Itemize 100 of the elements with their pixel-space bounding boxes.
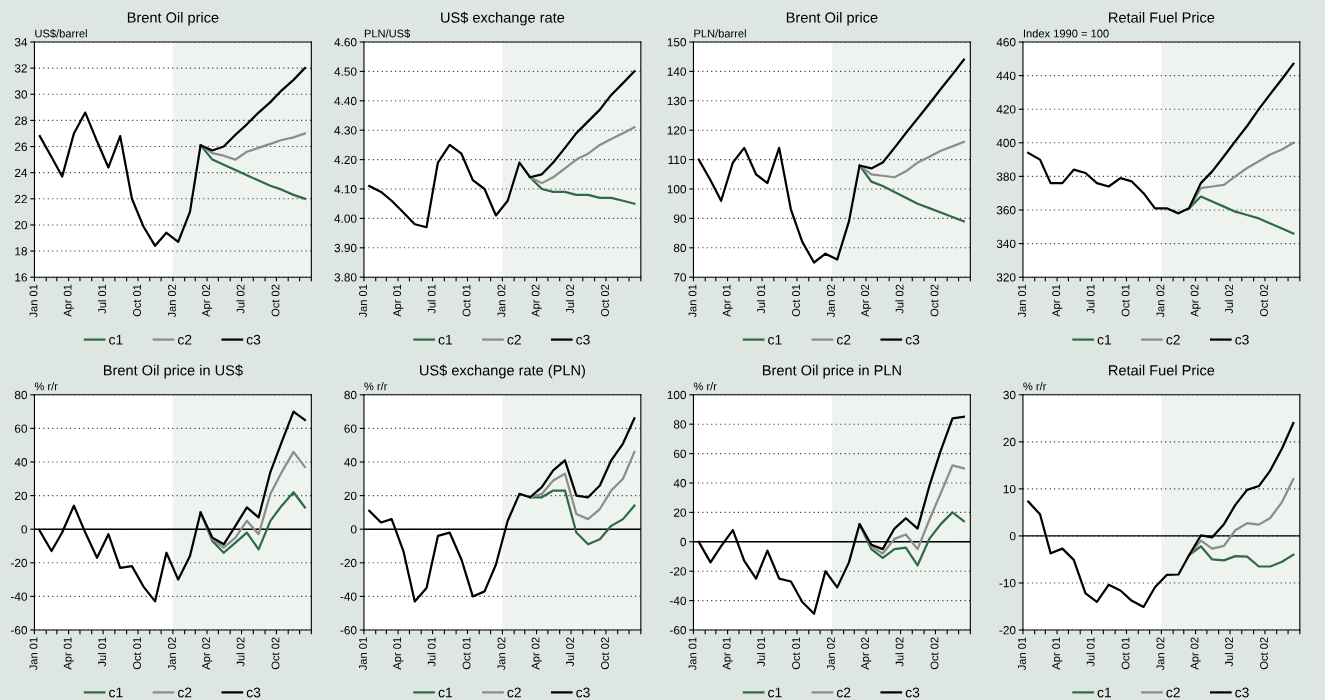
chart-title: Brent Oil price [127, 11, 219, 26]
y-tick-label: 34 [14, 38, 28, 47]
y-tick-label: 320 [996, 273, 1016, 282]
legend-label: c2 [1166, 334, 1180, 345]
y-tick-label: 4.20 [334, 155, 357, 164]
x-tick-label: Oct 02 [601, 284, 609, 317]
x-tick-label: Apr 01 [722, 637, 733, 670]
x-tick-label: Jan 01 [688, 637, 697, 671]
y-tick-label: 4.60 [334, 38, 357, 47]
x-tick-label: Jan 02 [497, 637, 506, 671]
x-tick-label: Apr 02 [861, 284, 872, 317]
y-tick-label: 0 [1009, 531, 1016, 541]
x-tick-label: Oct 02 [271, 637, 280, 670]
x-tick-label: Jul 02 [1224, 637, 1234, 667]
y-tick-label: 30 [14, 90, 28, 99]
x-tick-label: Jul 02 [565, 284, 575, 314]
x-tick-label: Apr 02 [531, 284, 542, 317]
x-tick-label: Jan 01 [29, 284, 38, 318]
y-tick-label: 4.50 [334, 67, 357, 76]
x-tick-label: Jul 02 [895, 284, 904, 314]
x-tick-label: Jul 01 [427, 284, 436, 314]
legend-label: c2 [1166, 687, 1180, 698]
y-tick-label: 460 [996, 38, 1016, 47]
x-tick-label: Oct 02 [601, 637, 609, 670]
x-tick-label: Jul 01 [97, 637, 107, 667]
y-tick-label: -40 [669, 596, 687, 605]
line-series [1027, 62, 1295, 215]
line-series [528, 126, 636, 185]
line-series [368, 417, 636, 603]
y-tick-label: 380 [996, 172, 1016, 181]
x-tick-label: Oct 01 [1121, 284, 1130, 317]
x-tick-label: Jul 02 [1224, 284, 1234, 314]
x-tick-label: Apr 01 [63, 637, 74, 670]
x-tick-label: Jan 01 [1018, 284, 1026, 318]
chart-title: Brent Oil price in PLN [762, 364, 901, 379]
y-tick-label: 26 [14, 142, 27, 151]
y-axis-title: % r/r [693, 382, 717, 391]
legend-label: c3 [246, 334, 261, 345]
y-tick-label: 60 [673, 449, 687, 458]
y-tick-label: 20 [14, 491, 28, 500]
x-tick-label: Jan 02 [1156, 637, 1165, 671]
y-tick-label: 24 [14, 168, 28, 177]
chart-title: Retail Fuel Price [1109, 364, 1215, 376]
legend-label: c3 [576, 687, 590, 698]
legend-label: c3 [905, 687, 920, 698]
y-tick-label: 100 [667, 185, 687, 194]
x-tick-label: Apr 01 [1052, 284, 1063, 317]
line-series [858, 140, 965, 179]
x-tick-label: Oct 01 [133, 284, 141, 317]
line-series [528, 450, 636, 521]
y-tick-label: 30 [1003, 390, 1016, 400]
y-tick-label: 110 [668, 155, 687, 164]
legend-label: c1 [1097, 687, 1112, 698]
legend-label: c2 [836, 334, 851, 345]
y-tick-label: 60 [14, 424, 28, 433]
x-tick-label: Jul 02 [895, 637, 904, 667]
x-tick-label: Oct 02 [930, 284, 939, 317]
x-tick-label: Jul 01 [756, 284, 766, 314]
legend-label: c1 [438, 334, 453, 345]
x-tick-label: Jan 01 [29, 637, 38, 671]
legend-label: c2 [507, 334, 521, 345]
line-series [368, 70, 636, 229]
legend-label: c1 [438, 687, 453, 698]
legend-label: c3 [1235, 334, 1249, 345]
y-axis-title: % r/r [1023, 382, 1047, 391]
x-tick-label: Jan 02 [168, 637, 176, 671]
y-tick-label: 22 [14, 194, 27, 204]
legend-label: c2 [836, 687, 851, 698]
y-tick-label: 340 [996, 239, 1016, 248]
line-series [858, 511, 965, 567]
x-tick-label: Apr 02 [531, 637, 542, 670]
y-tick-label: 18 [15, 247, 27, 256]
x-tick-label: Jul 01 [97, 284, 107, 314]
y-tick-label: -40 [10, 592, 28, 601]
x-tick-label: Oct 01 [462, 637, 471, 670]
x-tick-label: Oct 01 [133, 637, 141, 670]
y-tick-label: 40 [344, 458, 357, 467]
x-tick-label: Jan 02 [827, 637, 835, 671]
x-tick-label: Oct 01 [462, 284, 471, 317]
x-tick-label: Jan 02 [1156, 284, 1165, 318]
y-tick-label: -20 [999, 626, 1016, 635]
x-tick-label: Jan 01 [688, 284, 697, 318]
y-tick-label: 40 [673, 479, 687, 488]
x-tick-label: Apr 02 [861, 637, 872, 670]
y-tick-label: 20 [344, 491, 357, 500]
y-axis-title: PLN/barrel [694, 29, 746, 38]
x-tick-label: Jul 01 [756, 637, 766, 667]
x-tick-label: Jul 01 [1086, 637, 1095, 667]
y-tick-label: 140 [667, 67, 687, 76]
y-tick-label: 4.00 [334, 214, 357, 223]
y-tick-label: 28 [14, 116, 27, 125]
line-series [528, 176, 636, 205]
legend-label: c3 [905, 334, 920, 345]
y-tick-label: 0 [680, 537, 687, 547]
y-tick-label: 20 [673, 508, 687, 517]
x-tick-label: Jan 02 [168, 284, 176, 318]
y-tick-label: 80 [673, 420, 687, 429]
y-tick-label: 10 [1003, 484, 1016, 494]
legend-label: c2 [177, 687, 192, 698]
line-series [199, 144, 306, 200]
